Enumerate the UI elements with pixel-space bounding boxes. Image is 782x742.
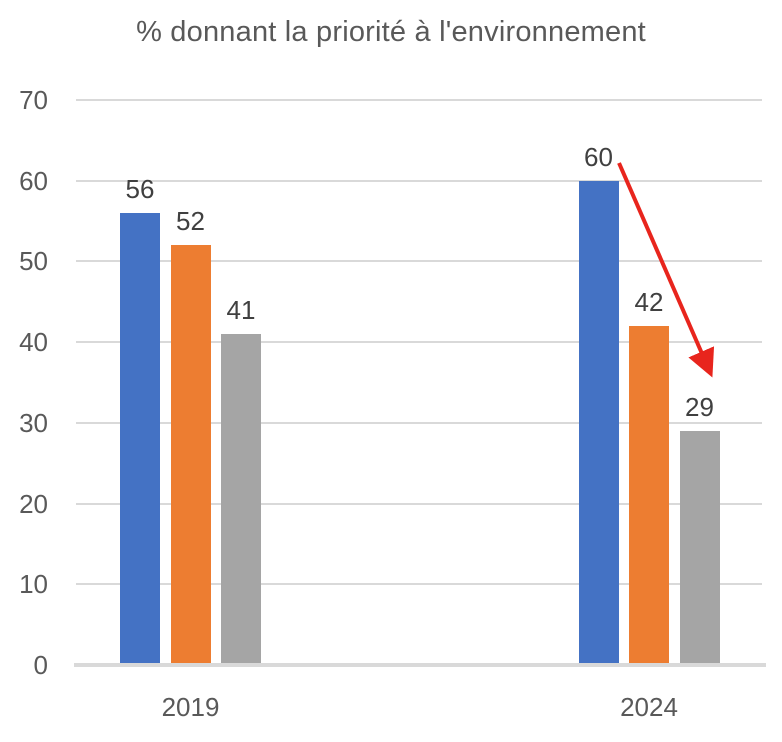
gridline [76, 421, 762, 424]
gridline [76, 583, 762, 586]
gridline [76, 179, 762, 182]
bar-value-label: 52 [176, 206, 205, 236]
bar-series-3-gray-2024 [679, 431, 720, 665]
chart-title: % donnant la priorité à l'environnement [136, 16, 646, 48]
bar-series-2-orange-2019 [170, 245, 211, 665]
gridline [76, 260, 762, 263]
gridline [76, 99, 762, 101]
y-axis-tick-label: 10 [19, 569, 48, 600]
y-axis-tick-label: 0 [33, 650, 48, 680]
bar-series-2-orange-2024 [629, 326, 669, 665]
gridline [76, 341, 762, 344]
bar-series-1-blue-2024 [578, 181, 619, 665]
x-axis-category-label: 2019 [161, 692, 220, 722]
y-axis-tick-label: 20 [19, 488, 48, 519]
y-axis-tick-label: 40 [19, 327, 48, 358]
y-axis-tick-label: 60 [19, 165, 48, 196]
y-axis-tick-label: 70 [19, 85, 48, 115]
bar-value-label: 60 [584, 142, 613, 172]
x-axis-line [74, 663, 766, 667]
bar-value-label: 42 [634, 287, 664, 317]
y-axis-tick-label: 50 [19, 246, 48, 277]
bar-series-1-blue-2019 [120, 213, 160, 665]
bar-value-label: 41 [226, 295, 256, 325]
bar-value-label: 56 [125, 174, 155, 204]
bar-value-label: 29 [685, 392, 714, 422]
x-axis-category-label: 2024 [620, 692, 678, 722]
bar-series-3-gray-2019 [221, 334, 261, 665]
gridline [76, 502, 762, 505]
y-axis-tick-label: 30 [19, 407, 48, 438]
